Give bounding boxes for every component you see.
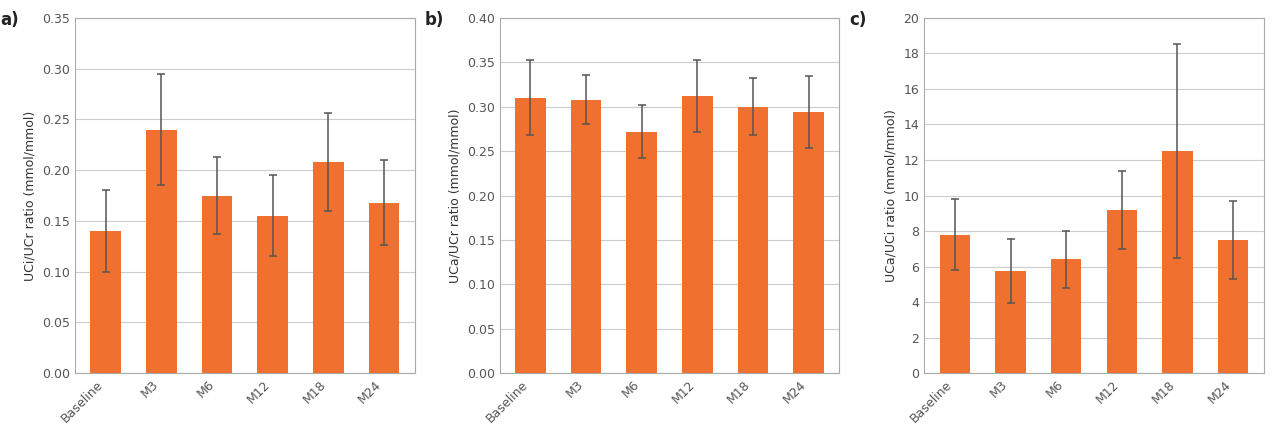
Bar [147,129,177,373]
Bar [1051,259,1081,373]
Y-axis label: UCa/UCi ratio (mmol/mmol): UCa/UCi ratio (mmol/mmol) [885,109,898,282]
Bar [626,132,657,373]
Bar [368,203,399,373]
Bar [940,235,970,373]
Y-axis label: UCi/UCr ratio (mmol/mmol): UCi/UCr ratio (mmol/mmol) [24,110,37,281]
Bar [1163,151,1193,373]
Bar [738,107,769,373]
Y-axis label: UCa/UCr ratio (mmol/mmol): UCa/UCr ratio (mmol/mmol) [449,108,462,283]
Bar [571,99,602,373]
Text: a): a) [0,11,19,29]
Bar [515,98,546,373]
Bar [996,271,1026,373]
Bar [91,231,121,373]
Text: c): c) [849,11,867,29]
Bar [258,216,288,373]
Bar [314,162,344,373]
Bar [201,195,232,373]
Bar [1218,240,1248,373]
Bar [793,112,824,373]
Bar [1107,210,1137,373]
Text: b): b) [425,11,444,29]
Bar [682,96,713,373]
